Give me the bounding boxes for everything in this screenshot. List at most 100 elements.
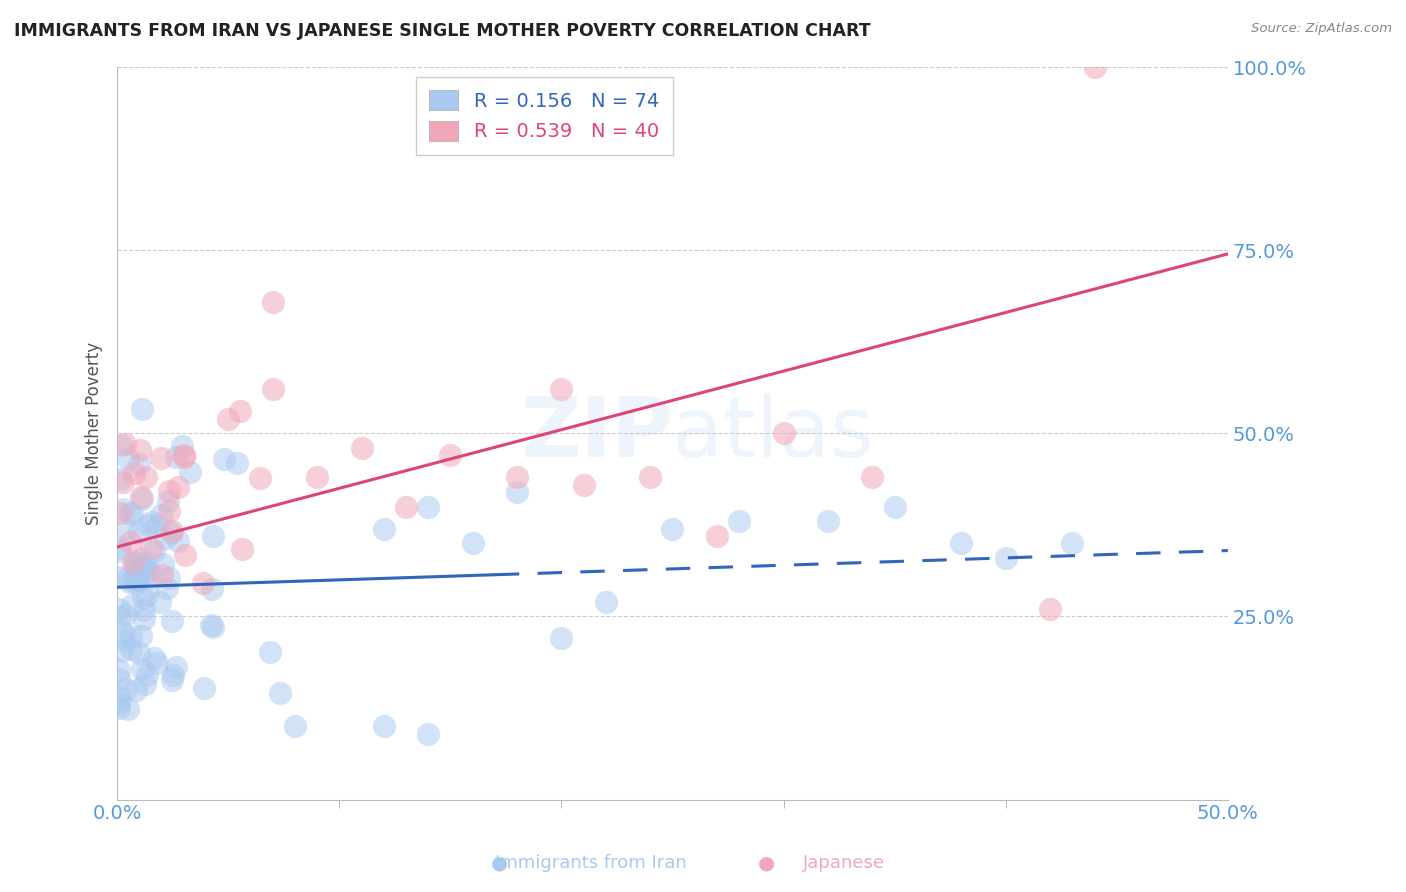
Point [146,656,169,670]
Point [120,642,142,657]
Point [128,524,150,539]
Point [350,441,373,455]
Point [135,589,157,603]
Point [179,466,201,480]
Point [108,472,131,486]
Point [217,411,239,425]
Point [135,667,157,681]
Text: ●: ● [491,854,508,872]
Point [114,607,136,622]
Text: Source: ZipAtlas.com: Source: ZipAtlas.com [1251,22,1392,36]
Point [167,480,190,494]
Text: ●: ● [758,854,775,872]
Point [262,294,284,309]
Point [728,514,751,528]
Point [157,484,180,499]
Point [200,618,222,632]
Point [128,646,150,660]
Point [860,470,883,484]
Point [165,660,187,674]
Point [212,452,235,467]
Point [231,541,253,556]
Point [155,581,177,595]
Point [172,439,194,453]
Point [110,506,132,520]
Point [129,490,152,504]
Point [572,477,595,491]
Point [249,471,271,485]
Point [661,522,683,536]
Point [269,686,291,700]
Point [149,595,172,609]
Point [373,719,395,733]
Point [160,673,183,687]
Text: IMMIGRANTS FROM IRAN VS JAPANESE SINGLE MOTHER POVERTY CORRELATION CHART: IMMIGRANTS FROM IRAN VS JAPANESE SINGLE … [14,22,870,40]
Point [125,555,148,569]
Point [150,450,173,465]
Point [122,466,145,480]
Point [124,571,146,585]
Point [157,571,180,585]
Point [173,448,195,462]
Point [131,491,153,506]
Point [136,517,159,532]
Point [595,595,617,609]
Point [117,702,139,716]
Point [131,401,153,416]
Point [128,457,150,471]
Point [262,383,284,397]
Point [395,500,418,514]
Point [950,536,973,550]
Text: atlas: atlas [672,392,875,474]
Point [174,548,197,562]
Point [202,620,225,634]
Point [166,534,188,549]
Point [124,556,146,570]
Point [111,643,134,657]
Point [259,645,281,659]
Point [111,502,134,516]
Point [461,536,484,550]
Point [121,598,143,612]
Point [817,514,839,528]
Point [883,500,905,514]
Point [117,451,139,466]
Point [418,500,440,514]
Point [706,529,728,543]
Point [114,437,136,451]
Point [132,590,155,604]
Point [141,515,163,529]
Point [108,697,131,711]
Point [162,668,184,682]
Point [134,612,156,626]
Point [108,690,131,705]
Point [135,469,157,483]
Point [142,543,165,558]
Point [135,570,157,584]
Point [638,470,661,484]
Point [1083,60,1105,74]
Point [284,719,307,733]
Point [202,529,225,543]
Point [120,506,142,520]
Point [1062,536,1084,550]
Point [108,672,131,686]
Text: Immigrants from Iran: Immigrants from Iran [495,855,686,872]
Point [120,535,142,549]
Point [1039,602,1062,616]
Point [125,683,148,698]
Point [150,508,173,522]
Point [129,559,152,574]
Point [550,383,572,397]
Point [226,456,249,470]
Point [135,564,157,578]
Point [121,507,143,521]
Point [141,541,163,556]
Point [152,567,174,582]
Point [229,404,252,418]
Point [439,448,461,462]
Point [129,551,152,566]
Point [307,470,329,484]
Point [418,727,440,741]
Point [115,682,138,697]
